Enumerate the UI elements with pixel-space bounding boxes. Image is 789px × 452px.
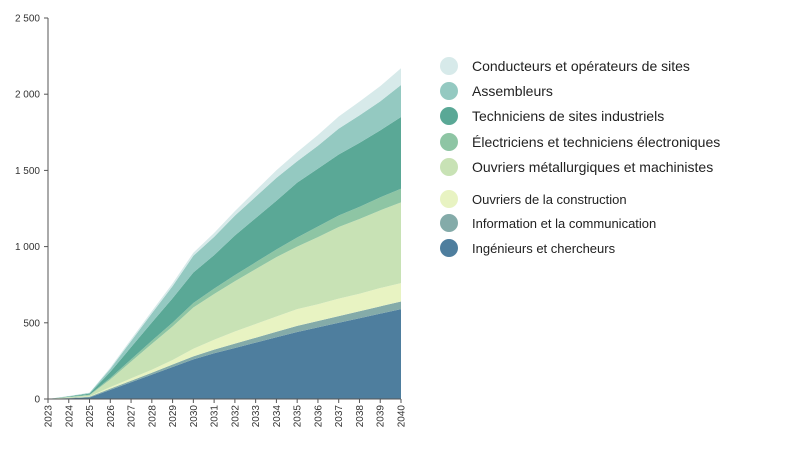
x-tick-label: 2040 [397,405,408,428]
legend-item-assembleurs: Assembleurs [440,81,553,101]
legend-label-ouvriers-construction: Ouvriers de la construction [472,191,627,207]
x-tick-label: 2038 [355,405,366,428]
y-tick-label: 2 000 [15,90,40,101]
y-tick-label: 1 500 [15,166,40,177]
legend-item-ouvriers-metallurgiques: Ouvriers métallurgiques et machinistes [440,157,713,177]
area-series-8 [48,68,401,399]
legend-label-electriciens: Électriciens et techniciens électronique… [472,134,721,150]
x-tick-label: 2025 [85,405,96,428]
x-axis-ticks: 2023 2024 2025 2026 2027 2028 2029 2030 2031 2032… [44,399,408,427]
legend-item-ouvriers-construction: Ouvriers de la construction [440,189,627,209]
y-tick-label: 0 [34,395,40,406]
legend-label-conducteurs: Conducteurs et opérateurs de sites [472,58,690,74]
area-series-6 [48,117,401,399]
y-axis-ticks: 0 500 1 000 1 500 2 000 2 500 [15,14,48,406]
x-tick-label: 2035 [293,405,304,428]
x-tick-label: 2027 [127,405,138,428]
area-series-2 [48,301,401,399]
legend-swatch-assembleurs [440,82,458,100]
x-tick-label: 2023 [44,405,55,428]
legend-label-ingenieurs: Ingénieurs et chercheurs [472,240,616,256]
x-tick-label: 2036 [313,405,324,428]
x-tick-label: 2028 [147,405,158,428]
x-tick-label: 2030 [189,405,200,428]
area-series-5 [48,188,401,399]
legend-label-information: Information et la communication [472,215,657,231]
x-tick-label: 2034 [272,405,283,428]
legend-swatch-ouvriers-construction [440,190,458,208]
legend-item-information: Information et la communication [440,213,656,233]
legend-swatch-ingenieurs [440,239,458,257]
legend-swatch-techniciens-sites [440,107,458,125]
area-series-group [48,68,401,399]
legend-item-ingenieurs: Ingénieurs et chercheurs [440,238,615,258]
x-tick-label: 2024 [64,405,75,428]
area-series-4 [48,202,401,399]
y-tick-label: 2 500 [15,14,40,25]
area-series-1 [48,309,401,399]
x-tick-label: 2037 [334,405,345,428]
legend-swatch-conducteurs [440,57,458,75]
y-tick-label: 500 [23,318,40,329]
x-tick-label: 2039 [376,405,387,428]
x-tick-label: 2029 [168,405,179,428]
legend-item-techniciens-sites: Techniciens de sites industriels [440,106,664,126]
x-tick-label: 2026 [106,405,117,428]
legend-swatch-ouvriers-metallurgiques [440,158,458,176]
legend-swatch-information [440,214,458,232]
legend-swatch-electriciens [440,133,458,151]
legend-item-electriciens: Électriciens et techniciens électronique… [440,132,720,152]
legend-label-ouvriers-metallurgiques: Ouvriers métallurgiques et machinistes [472,159,714,175]
area-series-3 [48,283,401,399]
y-tick-label: 1 000 [15,242,40,253]
x-tick-label: 2033 [251,405,262,428]
area-series-7 [48,85,401,399]
legend-label-techniciens-sites: Techniciens de sites industriels [472,108,665,124]
legend-label-assembleurs: Assembleurs [472,83,553,99]
x-tick-label: 2032 [230,405,241,428]
x-tick-label: 2031 [210,405,221,428]
legend-item-conducteurs: Conducteurs et opérateurs de sites [440,56,690,76]
